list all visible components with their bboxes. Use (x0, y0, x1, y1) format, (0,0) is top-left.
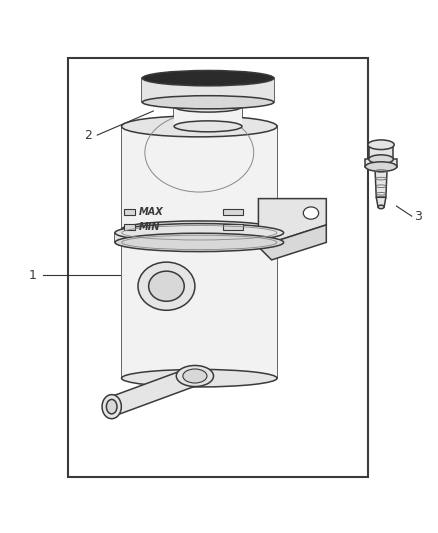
Ellipse shape (148, 271, 184, 301)
Ellipse shape (106, 399, 117, 414)
Ellipse shape (115, 223, 284, 242)
Bar (142, 78, 274, 102)
Ellipse shape (121, 221, 277, 238)
Polygon shape (375, 167, 387, 197)
Bar (223, 209, 243, 215)
Polygon shape (376, 197, 386, 207)
Ellipse shape (368, 140, 394, 150)
Polygon shape (258, 199, 326, 247)
Bar (369, 145, 393, 159)
Ellipse shape (115, 233, 284, 252)
Ellipse shape (121, 116, 277, 137)
Bar (365, 159, 397, 167)
Ellipse shape (142, 96, 274, 109)
Ellipse shape (378, 205, 384, 209)
Ellipse shape (142, 70, 274, 86)
Ellipse shape (174, 101, 242, 112)
Bar (122, 126, 277, 229)
Polygon shape (258, 225, 326, 260)
Bar (68, 59, 368, 477)
Ellipse shape (121, 369, 277, 387)
Ellipse shape (138, 262, 195, 310)
Ellipse shape (303, 207, 318, 219)
Ellipse shape (102, 394, 121, 419)
Bar (122, 229, 277, 378)
Ellipse shape (183, 369, 207, 383)
Bar (124, 209, 135, 215)
Text: 2: 2 (84, 128, 92, 142)
Text: 3: 3 (414, 209, 422, 223)
Text: 1: 1 (29, 269, 37, 282)
Ellipse shape (369, 155, 393, 164)
Ellipse shape (365, 162, 397, 172)
Text: MAX: MAX (139, 207, 164, 217)
Text: MIN: MIN (139, 222, 161, 232)
Bar (115, 233, 283, 243)
Ellipse shape (176, 366, 214, 386)
Bar (174, 107, 242, 126)
Ellipse shape (174, 121, 242, 132)
Polygon shape (108, 367, 198, 416)
Bar (124, 224, 135, 230)
Bar (223, 224, 243, 230)
